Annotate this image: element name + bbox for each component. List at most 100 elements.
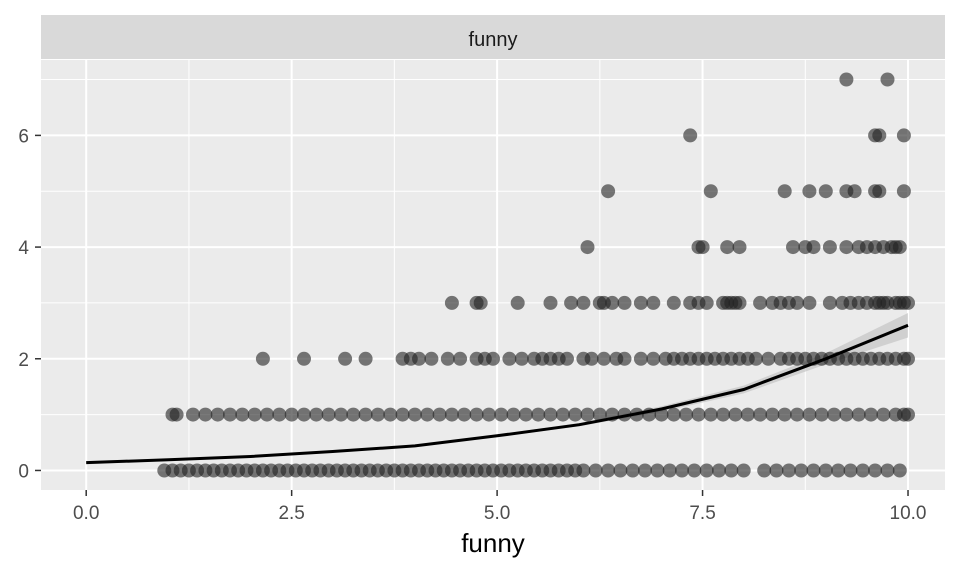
data-point: [580, 240, 595, 255]
data-point: [297, 407, 311, 422]
data-point: [210, 407, 225, 422]
data-point: [814, 407, 829, 422]
data-point: [560, 351, 574, 366]
data-point: [753, 407, 768, 422]
points-layer: [157, 72, 915, 478]
data-point: [638, 463, 652, 478]
data-point: [699, 295, 714, 310]
data-point: [901, 351, 915, 366]
data-point: [358, 351, 373, 366]
data-point: [769, 463, 784, 478]
data-point: [831, 463, 846, 478]
data-point: [749, 351, 763, 366]
data-point: [198, 407, 213, 422]
data-point: [568, 407, 583, 422]
data-point: [592, 407, 607, 422]
data-point: [601, 184, 616, 199]
data-point: [457, 407, 472, 422]
data-point: [510, 295, 525, 310]
data-point: [662, 463, 677, 478]
data-point: [847, 184, 862, 199]
data-point: [247, 407, 262, 422]
data-point: [822, 240, 837, 255]
data-point: [666, 295, 681, 310]
data-point: [880, 72, 895, 87]
smooth-line: [86, 323, 909, 465]
data-point: [596, 351, 611, 366]
data-point: [666, 407, 681, 422]
data-point: [334, 407, 348, 422]
data-point: [728, 407, 743, 422]
data-point: [683, 128, 698, 143]
x-tick-label: 10.0: [890, 503, 927, 524]
data-point: [761, 351, 776, 366]
data-point: [346, 407, 361, 422]
data-point: [420, 407, 435, 422]
data-point: [601, 463, 616, 478]
data-point: [412, 351, 426, 366]
x-axis: 0.0 2.5 5.0 7.5 10.0: [73, 490, 927, 524]
data-point: [473, 295, 488, 310]
data-point: [646, 295, 661, 310]
data-point: [802, 295, 817, 310]
data-point: [395, 407, 410, 422]
data-point: [514, 351, 529, 366]
data-point: [453, 351, 468, 366]
x-tick-label: 7.5: [689, 503, 715, 524]
data-point: [806, 463, 821, 478]
data-point: [576, 463, 591, 478]
data-point: [687, 463, 702, 478]
data-point: [564, 295, 579, 310]
data-point: [872, 184, 887, 199]
x-tick-label: 2.5: [278, 503, 304, 524]
data-point: [851, 407, 866, 422]
data-point: [444, 295, 459, 310]
data-point: [617, 351, 632, 366]
data-point: [407, 407, 422, 422]
data-point: [646, 351, 661, 366]
data-point: [297, 351, 311, 366]
data-point: [777, 184, 792, 199]
data-point: [777, 407, 792, 422]
data-point: [876, 407, 891, 422]
data-point: [880, 463, 895, 478]
y-tick-label: 2: [18, 350, 29, 371]
data-point: [896, 128, 911, 143]
data-point: [839, 240, 854, 255]
data-point: [675, 463, 689, 478]
data-point: [868, 463, 883, 478]
data-point: [753, 295, 768, 310]
data-point: [650, 463, 665, 478]
data-point: [633, 295, 648, 310]
data-point: [872, 128, 887, 143]
data-point: [235, 407, 250, 422]
data-point: [781, 463, 796, 478]
data-point: [486, 351, 500, 366]
data-point: [712, 463, 726, 478]
data-point: [757, 463, 772, 478]
data-point: [469, 407, 484, 422]
data-point: [703, 184, 718, 199]
data-point: [580, 407, 595, 422]
data-point: [679, 407, 694, 422]
data-point: [818, 184, 833, 199]
data-point: [309, 407, 324, 422]
data-point: [822, 295, 837, 310]
data-point: [543, 407, 558, 422]
data-point: [284, 407, 299, 422]
data-point: [576, 295, 591, 310]
y-tick-label: 6: [18, 126, 29, 147]
strip-background: [41, 15, 945, 59]
x-axis-title: funny: [461, 528, 525, 558]
data-point: [790, 295, 805, 310]
data-point: [625, 463, 640, 478]
data-point: [806, 240, 821, 255]
data-point: [790, 407, 805, 422]
data-point: [605, 295, 620, 310]
data-point: [613, 463, 628, 478]
data-point: [260, 407, 274, 422]
y-tick-label: 0: [18, 461, 29, 482]
data-point: [901, 407, 915, 422]
smooth-line-layer: [86, 323, 909, 465]
